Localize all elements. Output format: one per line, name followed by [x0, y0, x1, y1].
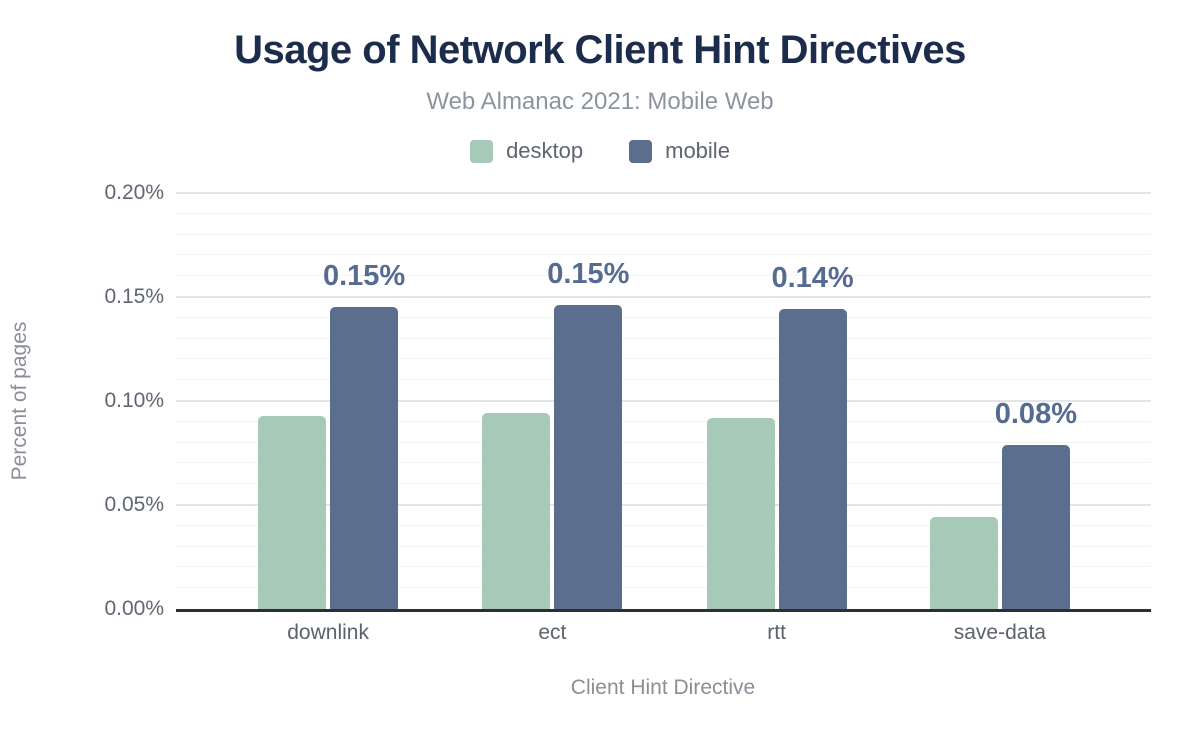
- x-tick-label-rtt: rtt: [767, 621, 786, 644]
- minor-gridline: [176, 379, 1151, 381]
- bar-mobile-downlink[interactable]: [330, 307, 399, 609]
- bar-mobile-rtt[interactable]: [778, 309, 847, 609]
- desktop-swatch-icon: [470, 139, 494, 163]
- minor-gridline: [176, 337, 1151, 339]
- y-axis-tick-labels: 0.00% 0.05% 0.10% 0.15% 0.20%: [0, 181, 164, 620]
- minor-gridline: [176, 545, 1151, 547]
- minor-gridline: [176, 233, 1151, 235]
- bar-desktop-save-data[interactable]: [929, 517, 998, 609]
- y-tick-label: 0.20%: [104, 181, 164, 204]
- bar-desktop-ect[interactable]: [482, 413, 551, 609]
- legend-item-mobile[interactable]: mobile: [629, 138, 730, 164]
- y-tick-label: 0.00%: [104, 597, 164, 620]
- data-label-mobile-rtt: 0.14%: [771, 262, 854, 295]
- minor-gridline: [176, 524, 1151, 526]
- x-tick-label-save-data: save-data: [953, 621, 1046, 644]
- chart-title: Usage of Network Client Hint Directives: [234, 28, 966, 72]
- minor-gridline: [176, 358, 1151, 360]
- legend: desktop mobile: [0, 138, 1200, 164]
- minor-gridline: [176, 483, 1151, 485]
- x-axis-title: Client Hint Directive: [570, 676, 756, 699]
- minor-gridline: [176, 254, 1151, 256]
- y-tick-label: 0.10%: [104, 389, 164, 412]
- major-gridline: [176, 192, 1151, 194]
- bar-desktop-downlink[interactable]: [258, 415, 327, 609]
- minor-gridline: [176, 212, 1151, 214]
- bar-mobile-ect[interactable]: [554, 305, 623, 609]
- plot-area: 0.15% downlink 0.15% ect 0.14% rtt 0.08% save-d…: [176, 192, 1151, 644]
- minor-gridline: [176, 441, 1151, 443]
- legend-item-desktop[interactable]: desktop: [470, 138, 583, 164]
- minor-gridline: [176, 587, 1151, 589]
- data-label-mobile-ect: 0.15%: [547, 258, 630, 291]
- y-tick-label: 0.05%: [104, 493, 164, 516]
- chart-subtitle: Web Almanac 2021: Mobile Web: [426, 88, 774, 115]
- bar-mobile-save-data[interactable]: [1001, 444, 1070, 609]
- major-gridline: [176, 400, 1151, 402]
- minor-gridline: [176, 566, 1151, 568]
- legend-label-desktop: desktop: [506, 138, 584, 163]
- legend-label-mobile: mobile: [665, 138, 730, 163]
- data-label-mobile-downlink: 0.15%: [322, 260, 406, 293]
- y-axis-title: Percent of pages: [8, 321, 31, 481]
- mobile-swatch-icon: [629, 139, 653, 163]
- minor-gridline: [176, 316, 1151, 318]
- minor-gridline: [176, 420, 1151, 422]
- major-gridline: [176, 296, 1151, 298]
- minor-gridline: [176, 462, 1151, 464]
- data-label-mobile-save-data: 0.08%: [994, 397, 1077, 430]
- bar-desktop-rtt[interactable]: [706, 417, 775, 609]
- y-tick-label: 0.15%: [104, 285, 164, 308]
- x-tick-label-downlink: downlink: [287, 621, 369, 644]
- minor-gridline: [176, 275, 1151, 277]
- x-tick-label-ect: ect: [538, 621, 567, 644]
- major-gridline: [176, 504, 1151, 506]
